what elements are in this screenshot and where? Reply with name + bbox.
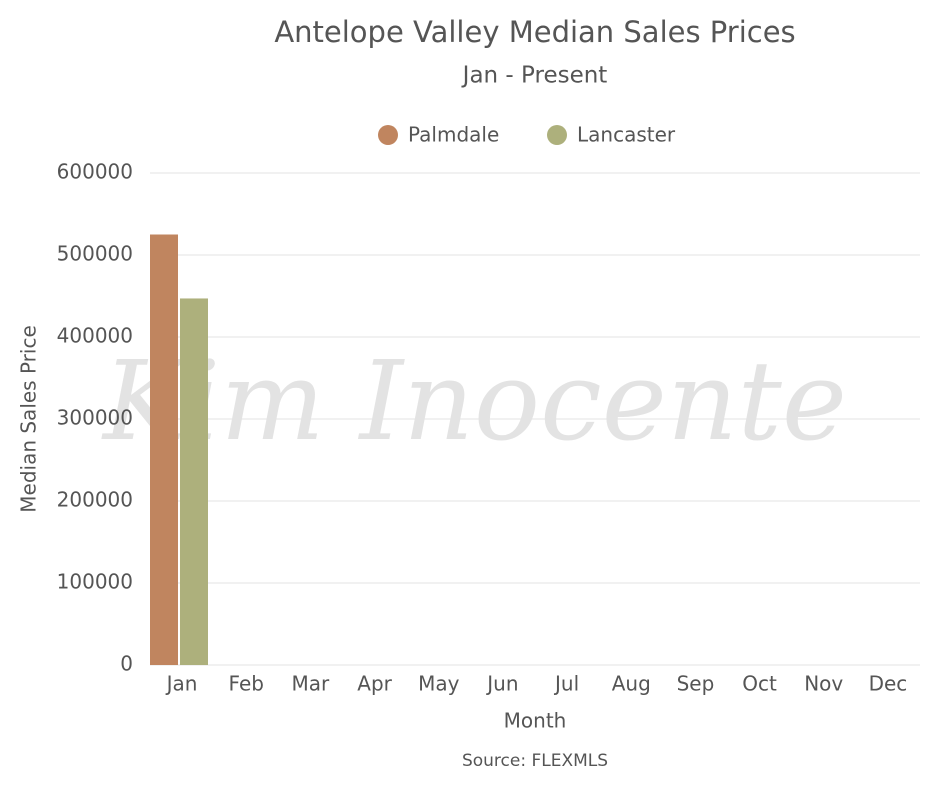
x-tick-label: Aug [612,672,651,696]
x-axis-label: Month [504,709,567,733]
y-tick-label: 500000 [57,242,133,266]
chart-title: Antelope Valley Median Sales Prices [274,15,795,49]
x-tick-label: Sep [677,672,715,696]
legend-swatch [378,125,398,145]
y-tick-label: 200000 [57,488,133,512]
y-tick-label: 0 [120,652,133,676]
y-axis-label: Median Sales Price [17,325,41,512]
y-tick-label: 400000 [57,324,133,348]
y-tick-label: 600000 [57,160,133,184]
y-tick-label: 100000 [57,570,133,594]
x-tick-label: Feb [229,672,264,696]
bar [150,234,178,665]
legend-swatch [547,125,567,145]
legend-label: Palmdale [408,123,499,147]
x-tick-label: Apr [357,672,392,696]
x-tick-label: Oct [742,672,777,696]
legend-label: Lancaster [577,123,676,147]
x-tick-label: Jul [553,672,579,696]
x-tick-label: Jun [485,672,518,696]
source-note: Source: FLEXMLS [462,751,608,771]
x-tick-label: Mar [292,672,331,696]
y-tick-label: 300000 [57,406,133,430]
x-tick-label: Jan [165,672,198,696]
x-tick-label: Dec [869,672,908,696]
watermark: Kim Inocente [101,337,847,465]
x-tick-label: Nov [804,672,843,696]
chart-subtitle: Jan - Present [461,63,608,89]
x-tick-label: May [418,672,460,696]
bar [180,298,208,665]
